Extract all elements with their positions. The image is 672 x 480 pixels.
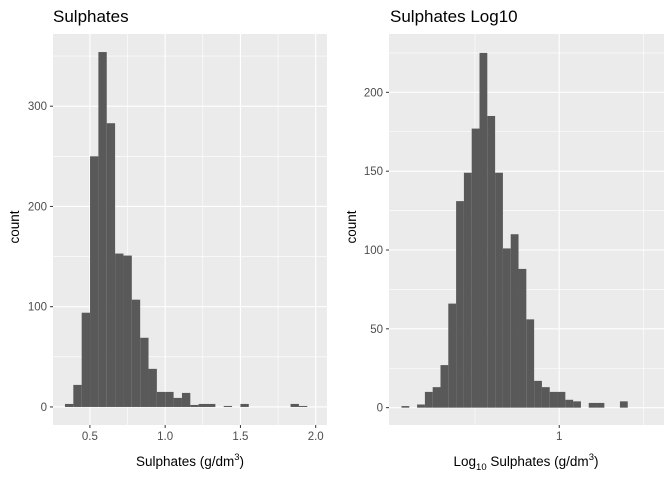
x-tick-label: 2.0 [308,431,324,443]
histogram-bar [106,123,116,407]
histogram-bar [573,401,581,408]
histogram-bar [510,234,519,408]
y-tick-label: 100 [364,245,383,257]
histogram-bar [471,128,480,408]
y-tick-label: 0 [377,403,383,415]
sulphates-y-axis-title: count [7,210,22,243]
histogram-bar [588,402,597,408]
sulphates-x-ticks: 0.5 1.0 1.5 2.0 [82,425,324,443]
histogram-bar [417,404,425,408]
sulphates-histogram: 0.5 1.0 1.5 2.0 0 100 200 300 Sulphates Sulpha… [7,7,327,469]
histogram-bar [98,52,107,407]
histogram-bar [290,403,299,407]
histogram-bar [123,255,132,407]
y-tick-label: 0 [41,402,47,414]
sulphates-log10-bars [401,52,628,408]
y-tick-label: 150 [364,166,383,178]
x-tick-label: 0.5 [82,431,98,443]
histogram-bar [557,391,566,408]
sulphates-chart-title: Sulphates [53,7,129,26]
histogram-bar [479,52,488,408]
histogram-bar [90,156,99,407]
histogram-bar [432,387,441,408]
x-tick-label: 1.5 [232,431,248,443]
histogram-bar [456,201,464,408]
histogram-bar [165,391,174,407]
histogram-bar [156,391,166,407]
sulphates-log10-x-axis-title: Log10 Sulphates (g/dm3) [454,452,599,473]
sulphates-log10-y-axis-title: count [344,210,359,243]
histogram-bar [64,403,74,407]
histogram-bar [596,402,605,408]
histogram-bar [207,403,216,407]
histogram-bar [518,268,527,408]
histogram-bar [81,312,91,407]
histogram-bar [424,391,433,408]
sulphates-x-axis-title: Sulphates (g/dm3) [136,452,244,469]
histogram-bar [487,115,496,408]
histogram-bar [440,365,449,408]
x-tick-label: 1 [556,431,562,443]
histogram-bar [131,299,141,407]
x-tick-label: 1.0 [157,431,173,443]
histogram-bar [541,387,550,408]
histogram-bar [190,404,199,407]
histogram-bar [181,392,191,407]
histogram-bar [619,401,628,408]
histogram-bar [148,368,157,407]
sulphates-log10-histogram: 1 0 50 100 150 200 Sulphates Log10 Log10 Sul… [344,7,664,473]
histogram-bar [173,397,182,407]
histogram-bar [115,253,124,407]
histogram-bar [240,403,249,407]
y-tick-label: 100 [28,302,47,314]
histogram-bar [401,406,410,408]
histogram-bar [140,337,149,407]
histogram-bar [502,248,511,408]
histogram-bar [198,403,208,407]
sulphates-bars [64,52,308,407]
sulphates-log10-y-ticks: 0 50 100 150 200 [364,87,389,415]
histogram-bar [526,319,535,408]
histogram-bar [73,384,82,407]
histogram-bar [565,399,574,408]
sulphates-log10-x-ticks: 1 [556,425,562,443]
histogram-bar [448,303,457,408]
histogram-bar [298,405,308,407]
histogram-bar [463,172,472,408]
histogram-bar [223,405,233,407]
y-tick-label: 300 [28,101,47,113]
y-tick-label: 200 [28,201,47,213]
histogram-bar [495,172,503,408]
histogram-bar [549,391,558,408]
histogram-bar [534,380,542,408]
sulphates-y-ticks: 0 100 200 300 [28,101,53,414]
y-tick-label: 200 [364,87,383,99]
sulphates-log10-chart-title: Sulphates Log10 [390,7,518,26]
y-tick-label: 50 [370,324,383,336]
